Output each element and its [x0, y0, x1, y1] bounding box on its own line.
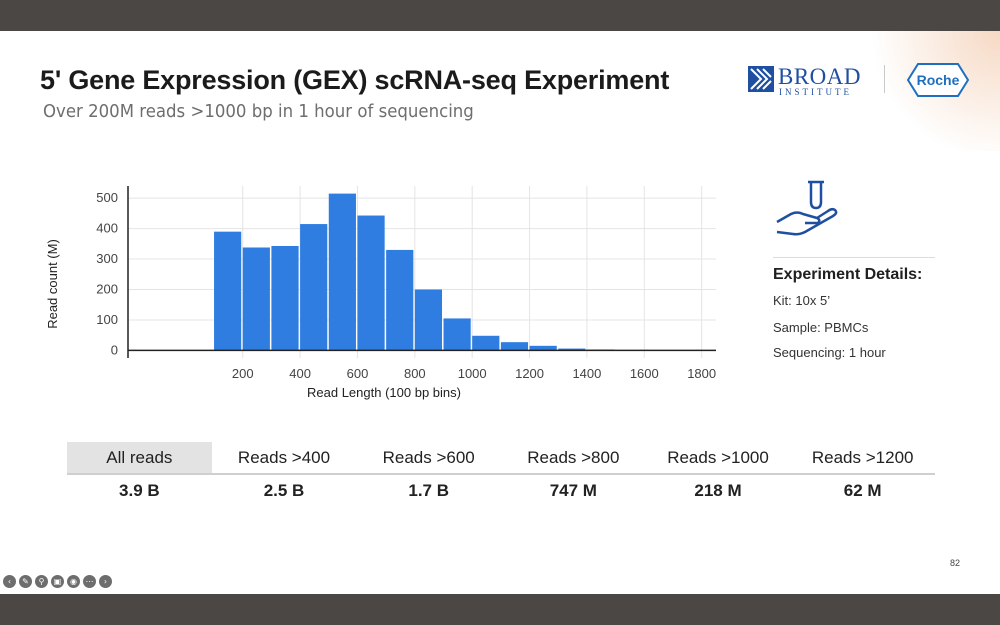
header-reads-1200: Reads >1200 — [811, 448, 914, 467]
histogram-bar — [443, 318, 471, 351]
viewer-bottom-bar — [0, 594, 1000, 625]
details-divider — [773, 257, 935, 258]
x-tick-label: 800 — [404, 366, 426, 381]
y-tick-label: 0 — [111, 342, 118, 357]
viewer-top-bar — [0, 0, 1000, 31]
kit-detail: Kit: 10x 5’ — [773, 293, 831, 308]
value-reads-1000: 218 M — [694, 481, 742, 500]
y-axis-label: Read count (M) — [45, 239, 60, 329]
page-number: 82 — [950, 558, 961, 568]
x-tick-label: 1000 — [458, 366, 487, 381]
broad-mark-icon — [748, 66, 774, 92]
histogram-bar — [558, 348, 586, 351]
header-reads-1000: Reads >1000 — [667, 448, 769, 467]
roche-logo-text: Roche — [917, 72, 960, 88]
histogram-bar — [500, 342, 529, 351]
y-tick-label: 100 — [96, 312, 118, 327]
x-tick-label: 1800 — [687, 366, 716, 381]
y-tick-label: 400 — [96, 221, 118, 236]
value-reads-800: 747 M — [549, 481, 597, 500]
histogram-bar — [386, 249, 414, 351]
histogram-bar — [472, 335, 500, 351]
logo-divider — [884, 65, 885, 93]
histogram-bar — [414, 289, 443, 351]
slide-title: 5' Gene Expression (GEX) scRNA-seq Exper… — [40, 65, 670, 95]
histogram-bar — [300, 224, 328, 351]
histogram-bar — [328, 193, 356, 351]
summary-value-row: 3.9 B 2.5 B 1.7 B 747 M 218 M 62 M — [67, 475, 935, 507]
value-reads-600: 1.7 B — [408, 481, 449, 500]
broad-institute-logo: BROAD INSTITUTE — [748, 64, 868, 98]
header-all-reads: All reads — [67, 442, 212, 473]
zoom-icon[interactable]: ⚲ — [35, 575, 48, 588]
x-axis-label: Read Length (100 bp bins) — [307, 385, 461, 400]
histogram-bar — [271, 245, 299, 351]
pen-icon[interactable]: ✎ — [19, 575, 32, 588]
forward-icon[interactable]: › — [99, 575, 112, 588]
x-tick-label: 200 — [232, 366, 254, 381]
camera-icon[interactable]: ◉ — [67, 575, 80, 588]
hand-holding-test-tube-icon — [776, 180, 838, 236]
broad-logo-name: BROAD — [778, 64, 862, 89]
x-tick-label: 1600 — [630, 366, 659, 381]
read-length-histogram: 0 100 200 300 400 500 200 400 600 800 1000 1200 1400… — [40, 178, 730, 413]
value-reads-1200: 62 M — [843, 481, 882, 500]
broad-logo-subtext: INSTITUTE — [779, 87, 852, 97]
presentation-slide: 5' Gene Expression (GEX) scRNA-seq Exper… — [0, 31, 1000, 594]
histogram-svg: 0 100 200 300 400 500 200 400 600 800 1000 1200 1400… — [45, 186, 716, 400]
summary-header-row: All reads Reads >400 Reads >600 Reads >8… — [67, 442, 935, 475]
histogram-bar — [357, 215, 385, 351]
back-icon[interactable]: ‹ — [3, 575, 16, 588]
sequencing-detail: Sequencing: 1 hour — [773, 345, 886, 360]
histogram-bar — [242, 247, 270, 351]
roche-logo: Roche — [906, 63, 970, 97]
x-tick-label: 600 — [347, 366, 369, 381]
x-tick-label: 400 — [289, 366, 311, 381]
header-reads-400: Reads >400 — [237, 448, 331, 467]
sample-detail: Sample: PBMCs — [773, 320, 869, 335]
slide-subtitle: Over 200M reads >1000 bp in 1 hour of se… — [43, 101, 474, 122]
read-count-summary-table: All reads Reads >400 Reads >600 Reads >8… — [67, 442, 935, 507]
header-reads-600: Reads >600 — [382, 448, 475, 467]
histogram-bar — [529, 345, 557, 351]
value-all-reads: 3.9 B — [119, 481, 160, 500]
x-tick-label: 1400 — [572, 366, 601, 381]
x-tick-label: 1200 — [515, 366, 544, 381]
header-reads-800: Reads >800 — [527, 448, 620, 467]
captions-icon[interactable]: ▣ — [51, 575, 64, 588]
y-tick-label: 300 — [96, 251, 118, 266]
value-reads-400: 2.5 B — [263, 481, 305, 500]
y-tick-label: 200 — [96, 282, 118, 297]
experiment-details-heading: Experiment Details: — [773, 266, 923, 283]
histogram-bar — [214, 231, 242, 351]
y-tick-label: 500 — [96, 190, 118, 205]
presentation-toolbar: ‹ ✎ ⚲ ▣ ◉ ⋯ › — [3, 575, 112, 588]
more-icon[interactable]: ⋯ — [83, 575, 96, 588]
